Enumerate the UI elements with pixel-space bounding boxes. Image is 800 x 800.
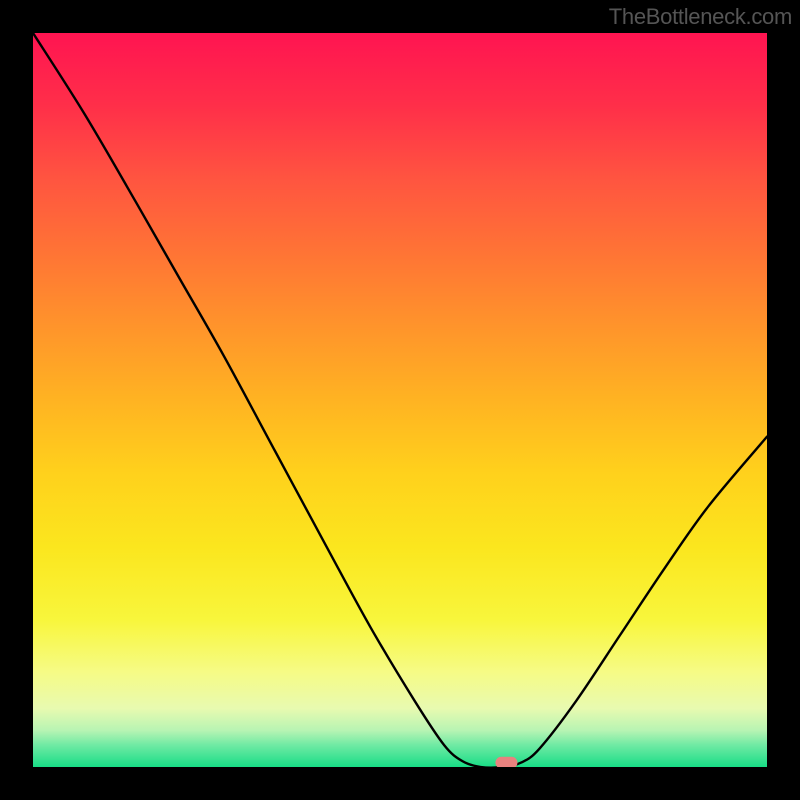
bottleneck-chart-svg bbox=[33, 33, 767, 767]
optimal-marker bbox=[495, 757, 517, 767]
attribution-text: TheBottleneck.com bbox=[609, 4, 792, 30]
plot-area bbox=[33, 33, 767, 767]
gradient-background bbox=[33, 33, 767, 767]
